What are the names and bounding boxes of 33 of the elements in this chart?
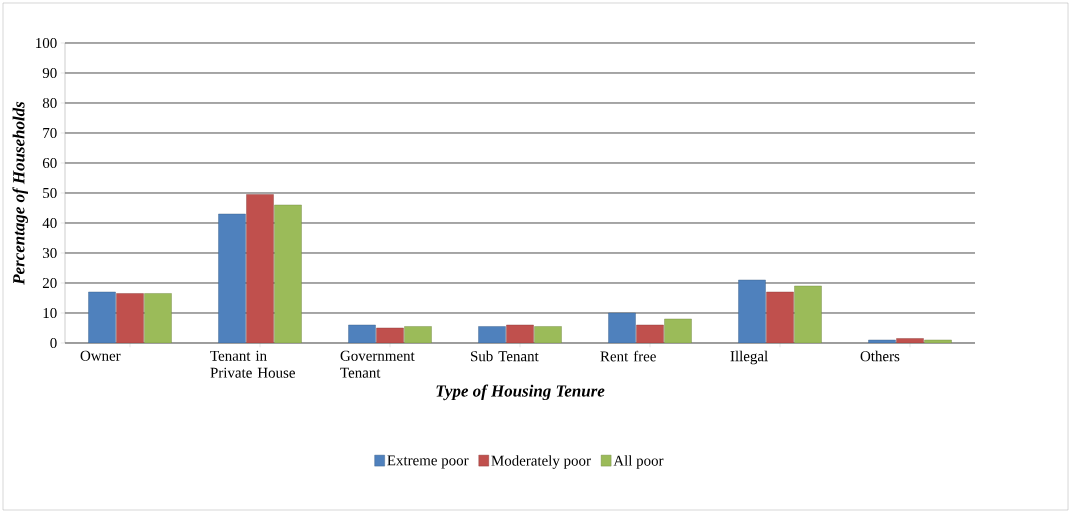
bar xyxy=(88,291,116,343)
bar xyxy=(766,291,794,343)
x-tick-label: Rent free xyxy=(600,350,656,362)
y-axis-title: Percentage of Households xyxy=(12,101,28,285)
y-tick-label: 70 xyxy=(43,127,57,139)
y-tick-label: 30 xyxy=(43,247,57,259)
bar xyxy=(608,312,636,343)
y-tick-label: 0 xyxy=(50,337,57,349)
x-tick-label: Tenant in Private House xyxy=(210,350,295,378)
bar xyxy=(274,204,302,343)
bar xyxy=(218,213,246,343)
bar xyxy=(738,279,766,343)
y-tick-label: 60 xyxy=(42,157,57,169)
legend-label: Extreme poor xyxy=(387,455,469,469)
y-tick-label: 50 xyxy=(43,187,57,199)
bar xyxy=(246,194,274,343)
x-tick-label: Government Tenant xyxy=(340,350,415,378)
legend-label: All poor xyxy=(613,455,664,469)
x-tick-label: Owner xyxy=(80,350,121,361)
bar xyxy=(794,285,822,343)
y-tick-label: 90 xyxy=(42,67,57,79)
y-tick-label: 10 xyxy=(43,307,57,319)
x-tick-label: Illegal xyxy=(730,350,768,365)
legend-label: Moderately poor xyxy=(491,455,591,469)
x-tick-label: Sub Tenant xyxy=(471,350,539,362)
y-tick-label: 40 xyxy=(42,217,57,229)
y-tick-label: 20 xyxy=(42,277,57,289)
y-tick-label: 80 xyxy=(42,97,57,109)
bar xyxy=(144,293,172,343)
x-axis-title: Type of Housing Tenure xyxy=(436,384,605,401)
bar xyxy=(116,293,144,343)
y-tick-label: 100 xyxy=(36,37,57,49)
x-tick-label: Others xyxy=(860,350,900,362)
